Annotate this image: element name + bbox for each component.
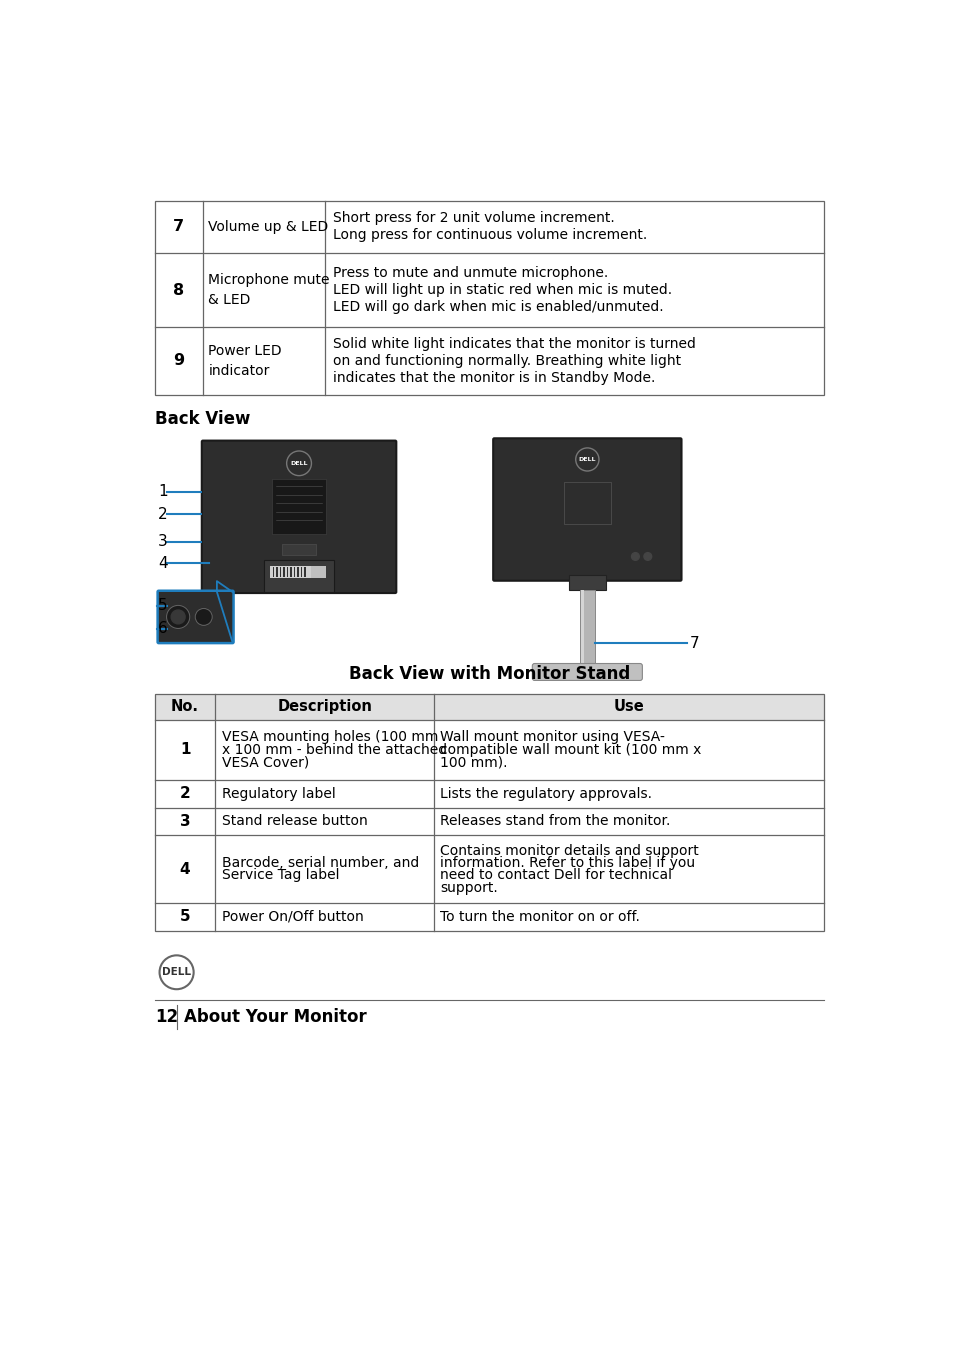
Text: information. Refer to this label if you: information. Refer to this label if you xyxy=(439,856,695,869)
Text: Description: Description xyxy=(277,699,372,714)
Text: Regulatory label: Regulatory label xyxy=(221,787,335,800)
Text: 4: 4 xyxy=(179,861,191,876)
Text: 5: 5 xyxy=(158,598,168,614)
Text: 6: 6 xyxy=(158,622,168,637)
Text: 2: 2 xyxy=(179,786,191,802)
Circle shape xyxy=(631,553,639,560)
FancyBboxPatch shape xyxy=(157,591,233,644)
Text: Solid white light indicates that the monitor is turned: Solid white light indicates that the mon… xyxy=(333,337,696,352)
Circle shape xyxy=(286,452,311,476)
FancyBboxPatch shape xyxy=(493,438,680,581)
Circle shape xyxy=(575,448,598,470)
Bar xyxy=(279,568,281,576)
Text: Microphone mute
& LED: Microphone mute & LED xyxy=(208,273,330,307)
Text: VESA Cover): VESA Cover) xyxy=(221,754,309,769)
Text: LED will light up in static red when mic is muted.: LED will light up in static red when mic… xyxy=(333,283,672,297)
Text: 12: 12 xyxy=(154,1009,178,1026)
Text: x 100 mm - behind the attached: x 100 mm - behind the attached xyxy=(221,742,446,757)
Text: 1: 1 xyxy=(158,484,168,499)
Text: No.: No. xyxy=(171,699,199,714)
Text: Lists the regulatory approvals.: Lists the regulatory approvals. xyxy=(439,787,652,800)
Bar xyxy=(563,481,610,525)
Text: 100 mm).: 100 mm). xyxy=(439,754,507,769)
Text: 7: 7 xyxy=(173,219,184,234)
Bar xyxy=(286,568,288,576)
Text: 8: 8 xyxy=(173,283,184,297)
Text: 2: 2 xyxy=(158,507,168,522)
Circle shape xyxy=(167,606,190,629)
Text: 9: 9 xyxy=(173,353,184,368)
Circle shape xyxy=(171,610,185,623)
Text: Back View with Monitor Stand: Back View with Monitor Stand xyxy=(349,665,630,683)
Text: Releases stand from the monitor.: Releases stand from the monitor. xyxy=(439,814,670,829)
Text: About Your Monitor: About Your Monitor xyxy=(184,1009,367,1026)
Bar xyxy=(311,565,326,579)
Bar xyxy=(264,560,334,592)
Circle shape xyxy=(159,956,193,990)
Text: compatible wall mount kit (100 mm x: compatible wall mount kit (100 mm x xyxy=(439,742,700,757)
Text: Barcode, serial number, and: Barcode, serial number, and xyxy=(221,856,418,869)
Bar xyxy=(276,568,277,576)
Bar xyxy=(568,575,605,591)
Bar xyxy=(580,591,583,665)
Bar xyxy=(283,568,284,576)
Bar xyxy=(154,694,823,719)
Text: Short press for 2 unit volume increment.: Short press for 2 unit volume increment. xyxy=(333,211,615,226)
Bar xyxy=(282,544,315,554)
Text: on and functioning normally. Breathing white light: on and functioning normally. Breathing w… xyxy=(333,354,680,368)
Bar xyxy=(154,200,823,395)
Text: Power On/Off button: Power On/Off button xyxy=(221,910,363,923)
Text: support.: support. xyxy=(439,880,497,895)
Text: Stand release button: Stand release button xyxy=(221,814,367,829)
Text: Use: Use xyxy=(613,699,644,714)
Text: Wall mount monitor using VESA-: Wall mount monitor using VESA- xyxy=(439,730,664,745)
Text: 7: 7 xyxy=(689,635,699,652)
Text: Service Tag label: Service Tag label xyxy=(221,868,338,883)
Text: Press to mute and unmute microphone.: Press to mute and unmute microphone. xyxy=(333,266,608,280)
Bar xyxy=(272,479,326,534)
Text: need to contact Dell for technical: need to contact Dell for technical xyxy=(439,868,672,883)
Circle shape xyxy=(195,608,212,626)
FancyBboxPatch shape xyxy=(532,664,641,680)
Bar xyxy=(300,568,302,576)
Text: 1: 1 xyxy=(180,742,191,757)
Text: DELL: DELL xyxy=(290,461,308,466)
Bar xyxy=(290,568,292,576)
Text: Volume up & LED: Volume up & LED xyxy=(208,220,328,234)
Text: 3: 3 xyxy=(158,534,168,549)
Text: 3: 3 xyxy=(179,814,191,829)
Text: 4: 4 xyxy=(158,556,168,571)
Bar xyxy=(304,568,305,576)
Text: Long press for continuous volume increment.: Long press for continuous volume increme… xyxy=(333,228,647,242)
Bar xyxy=(296,568,298,576)
Text: 5: 5 xyxy=(179,910,191,925)
Bar xyxy=(270,565,311,579)
Text: Power LED
indicator: Power LED indicator xyxy=(208,345,282,377)
Bar xyxy=(154,694,823,930)
Text: DELL: DELL xyxy=(162,967,191,977)
Circle shape xyxy=(643,553,651,560)
Text: VESA mounting holes (100 mm: VESA mounting holes (100 mm xyxy=(221,730,437,745)
Text: indicates that the monitor is in Standby Mode.: indicates that the monitor is in Standby… xyxy=(333,370,655,385)
Text: LED will go dark when mic is enabled/unmuted.: LED will go dark when mic is enabled/unm… xyxy=(333,300,663,314)
Text: Contains monitor details and support: Contains monitor details and support xyxy=(439,844,699,857)
Text: Back View: Back View xyxy=(154,411,250,429)
Text: To turn the monitor on or off.: To turn the monitor on or off. xyxy=(439,910,639,923)
Bar xyxy=(273,568,274,576)
Text: DELL: DELL xyxy=(578,457,596,462)
Bar xyxy=(579,591,595,665)
FancyBboxPatch shape xyxy=(202,441,395,594)
